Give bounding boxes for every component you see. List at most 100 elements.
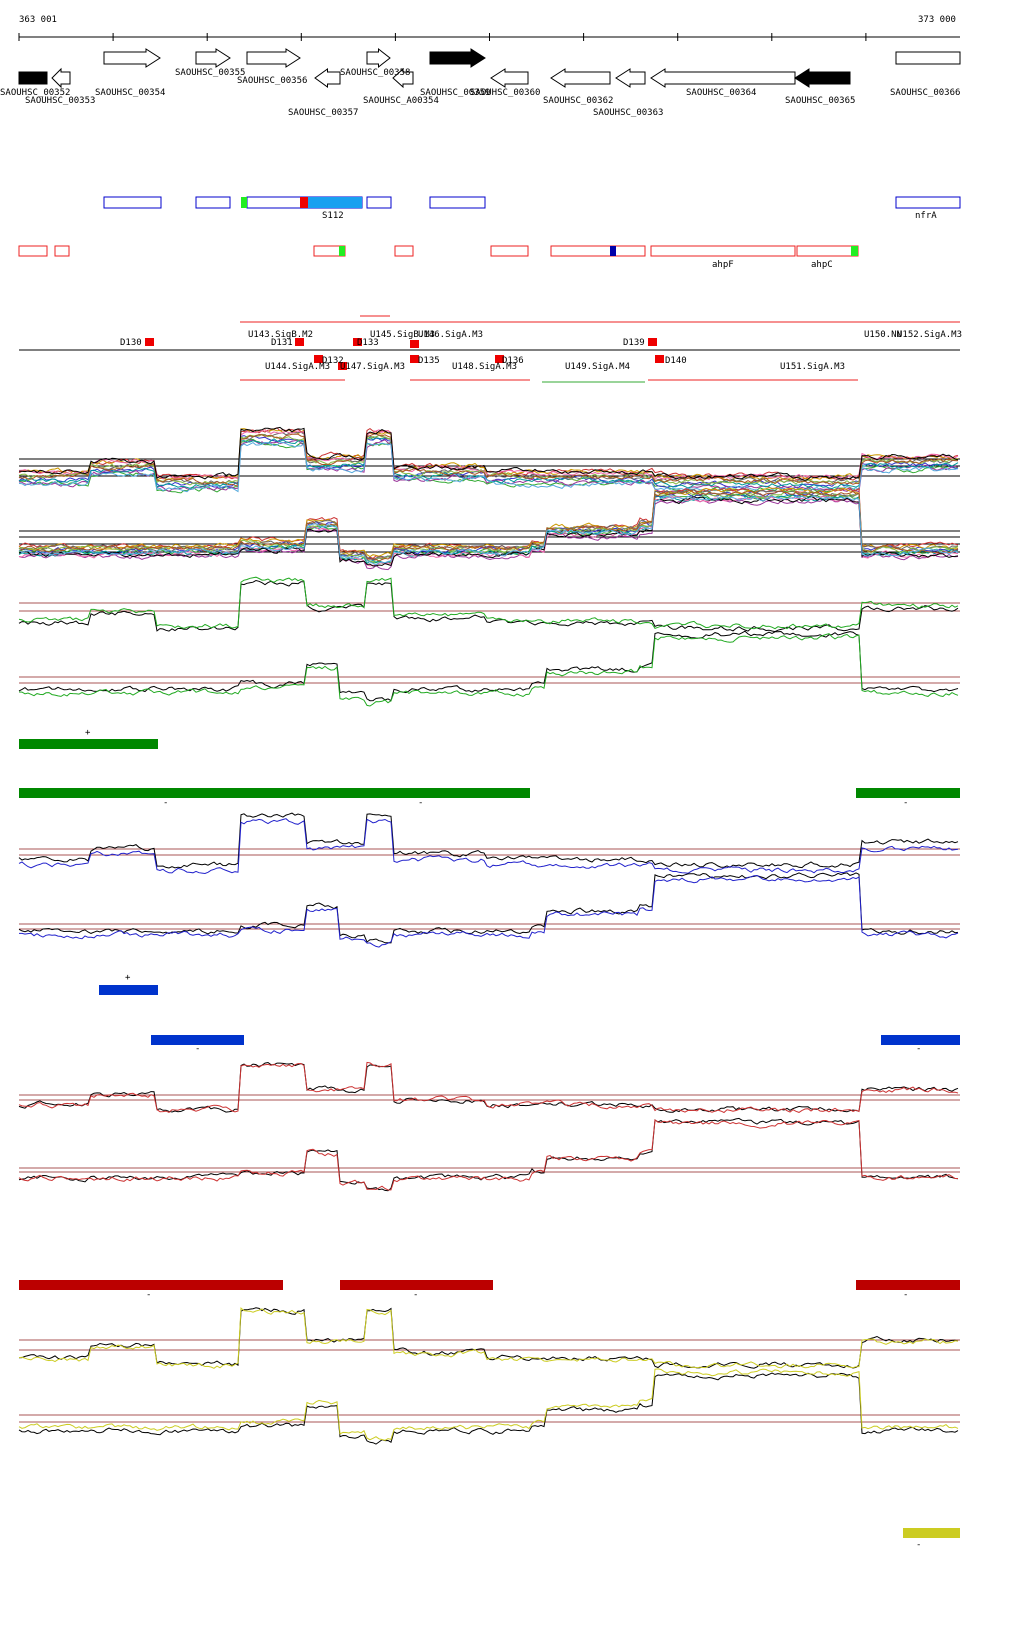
gene-label: SAOUHSC_00366 (890, 88, 960, 98)
feature-fill (241, 197, 247, 208)
strand-label: + (85, 728, 91, 738)
strand-label: + (125, 973, 131, 983)
promoter-mark (410, 355, 419, 363)
trace (18, 630, 959, 702)
promoter-label: D135 (418, 356, 440, 366)
gene-label: SAOUHSC_00365 (785, 96, 855, 106)
promoter-label: U147.SigA.M3 (340, 362, 405, 372)
gene-label: SAOUHSC_00359 (420, 88, 490, 98)
trace (18, 431, 959, 486)
trace (18, 495, 959, 566)
promoter-label: D133 (357, 338, 379, 348)
strand-bar (340, 1280, 493, 1290)
trace (18, 1372, 959, 1445)
trace (18, 1307, 959, 1369)
feature-box (550, 245, 646, 257)
feature-box (54, 245, 70, 257)
feature-fill (851, 246, 858, 256)
strand-label: - (163, 798, 168, 808)
gene-label: SAOUHSC_00360 (470, 88, 540, 98)
feature-fill (308, 197, 362, 208)
feature-box (650, 245, 796, 257)
promoter-mark (314, 355, 323, 363)
strand-bar (151, 1035, 244, 1045)
promoter-label: U151.SigA.M3 (780, 362, 845, 372)
strand-bar (856, 1280, 960, 1290)
gene-arrow (615, 68, 646, 88)
promoter-mark (338, 362, 347, 370)
gene-label: SAOUHSC_00362 (543, 96, 613, 106)
gene-arrow (550, 68, 611, 88)
trace (18, 1061, 959, 1114)
gene-arrow (794, 68, 851, 88)
strand-label: - (413, 1290, 418, 1300)
feature-box (195, 196, 231, 209)
feature-box (103, 196, 162, 209)
feature-fill (300, 197, 308, 208)
gene-label: SAOUHSC_00363 (593, 108, 663, 118)
feature-box (394, 245, 414, 257)
gene-arrow (429, 48, 486, 68)
strand-bar (99, 985, 158, 995)
gene-arrow (650, 68, 796, 88)
trace (18, 429, 959, 481)
strand-label: - (903, 798, 908, 808)
trace (18, 426, 959, 481)
ruler-end: 373 000 (918, 15, 956, 25)
feature-box (366, 196, 392, 209)
gene-label: SAOUHSC_00352 (0, 88, 70, 98)
trace (18, 427, 959, 481)
trace (18, 812, 959, 869)
feature-fill (610, 246, 616, 256)
feature-fill (339, 246, 345, 256)
trace (18, 633, 959, 707)
feature-label: ahpF (712, 260, 734, 270)
promoter-label: D139 (623, 338, 645, 348)
trace (18, 489, 959, 562)
trace (18, 1118, 958, 1191)
promoter-mark (495, 355, 504, 363)
trace (18, 576, 959, 630)
promoter-mark (410, 340, 419, 348)
promoter-mark (648, 338, 657, 346)
promoter-label: U149.SigA.M4 (565, 362, 630, 372)
promoter-label: U144.SigA.M3 (265, 362, 330, 372)
promoter-label: U150.NN (864, 330, 902, 340)
strand-bar (19, 788, 530, 798)
trace (19, 874, 959, 948)
gene-arrow (246, 48, 301, 68)
trace (18, 579, 959, 633)
feature-box (490, 245, 529, 257)
feature-label: nfrA (915, 211, 937, 221)
trace (18, 497, 959, 571)
gene-label: SAOUHSC_A00354 (363, 96, 439, 106)
promoter-label: D131 (271, 338, 293, 348)
trace (18, 439, 959, 493)
gene-arrow (366, 47, 391, 69)
feature-box (429, 196, 486, 209)
feature-box (895, 196, 961, 209)
promoter-mark (655, 355, 664, 363)
trace (18, 441, 959, 493)
gene-label: SAOUHSC_00355 (175, 68, 245, 78)
promoter-label: D132 (322, 356, 344, 366)
trace (18, 428, 959, 481)
gene-label: SAOUHSC_00364 (686, 88, 756, 98)
gene-label: SAOUHSC_00356 (237, 76, 307, 86)
gene-arrow (490, 68, 529, 88)
trace (18, 495, 959, 567)
trace (18, 493, 959, 565)
promoter-label: D140 (665, 356, 687, 366)
promoter-mark (295, 338, 304, 346)
gene-label: SAOUHSC_00357 (288, 108, 358, 118)
gene-arrow (392, 67, 414, 89)
strand-bar (19, 1280, 283, 1290)
trace (18, 495, 959, 567)
gene-label: SAOUHSC_00353 (25, 96, 95, 106)
promoter-label: U148.SigA.M3 (452, 362, 517, 372)
promoter-label: D130 (120, 338, 142, 348)
gene-arrow (103, 48, 161, 68)
promoter-mark (145, 338, 154, 346)
